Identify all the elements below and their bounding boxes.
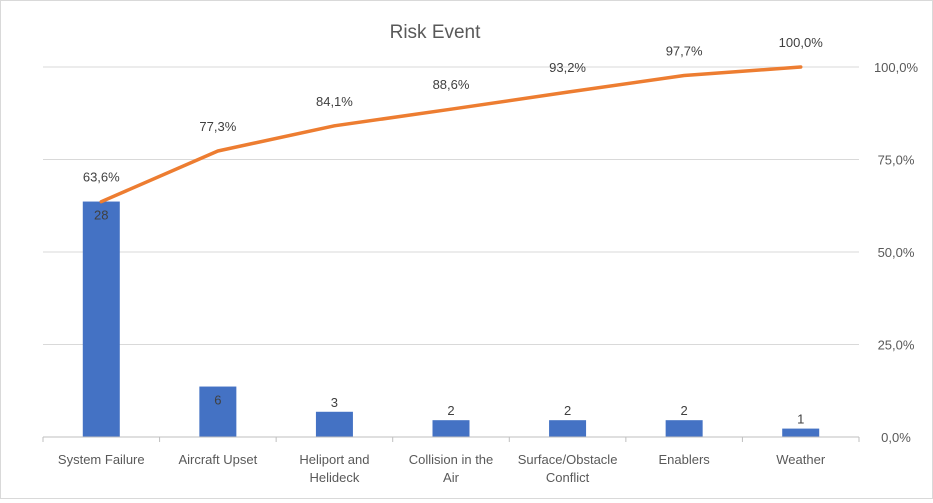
line-point — [216, 149, 220, 153]
bar-value-label: 2 — [564, 403, 571, 418]
bar — [199, 386, 237, 437]
line-value-label: 77,3% — [199, 119, 236, 134]
line-value-label: 100,0% — [779, 35, 824, 50]
y-secondary-tick-label: 50,0% — [878, 245, 915, 260]
category-label: Conflict — [546, 470, 590, 485]
line-value-label: 63,6% — [83, 170, 120, 185]
line-value-label: 97,7% — [666, 44, 703, 59]
y-secondary-tick-label: 0,0% — [881, 430, 911, 445]
line-point — [682, 74, 686, 78]
line-value-label: 84,1% — [316, 94, 353, 109]
y-secondary-tick-label: 25,0% — [878, 338, 915, 353]
bar-value-label: 2 — [681, 403, 688, 418]
chart-title: Risk Event — [390, 22, 482, 43]
gridlines — [43, 66, 859, 345]
category-label: Air — [443, 470, 460, 485]
bar — [665, 420, 703, 437]
line-point — [566, 90, 570, 94]
category-label: System Failure — [58, 452, 145, 467]
line-point — [332, 124, 336, 128]
category-label: Helideck — [309, 470, 359, 485]
bar — [432, 420, 470, 437]
y-secondary-tick-label: 75,0% — [878, 153, 915, 168]
y-secondary-tick-label: 100,0% — [874, 60, 919, 75]
line-point — [799, 65, 803, 69]
bar — [782, 428, 820, 437]
line-value-label: 93,2% — [549, 60, 586, 75]
line-point — [99, 200, 103, 204]
bar — [315, 411, 353, 437]
data-labels: 28 6 3 2 2 2 1 63,6% 77,3% 84,1% 88,6% 93,2% 97,7% 10… — [83, 35, 823, 427]
category-label: Aircraft Upset — [178, 452, 257, 467]
category-label: Weather — [776, 452, 826, 467]
category-label: Surface/Obstacle — [518, 452, 618, 467]
bar-value-label: 28 — [94, 208, 108, 223]
bar-series — [82, 201, 820, 437]
line-value-label: 88,6% — [433, 77, 470, 92]
bar-value-label: 6 — [214, 393, 221, 408]
bar-value-label: 3 — [331, 395, 338, 410]
bar — [549, 420, 587, 437]
category-label: Heliport and — [299, 452, 369, 467]
bar — [82, 201, 120, 437]
bar-value-label: 2 — [447, 403, 454, 418]
category-label: Enablers — [658, 452, 710, 467]
category-label: Collision in the — [409, 452, 494, 467]
line-point — [449, 107, 453, 111]
bar-value-label: 1 — [797, 412, 804, 427]
cumulative-line-series — [99, 65, 803, 204]
axes: 0,0% 25,0% 50,0% 75,0% 100,0% System Failure A… — [42, 60, 919, 485]
